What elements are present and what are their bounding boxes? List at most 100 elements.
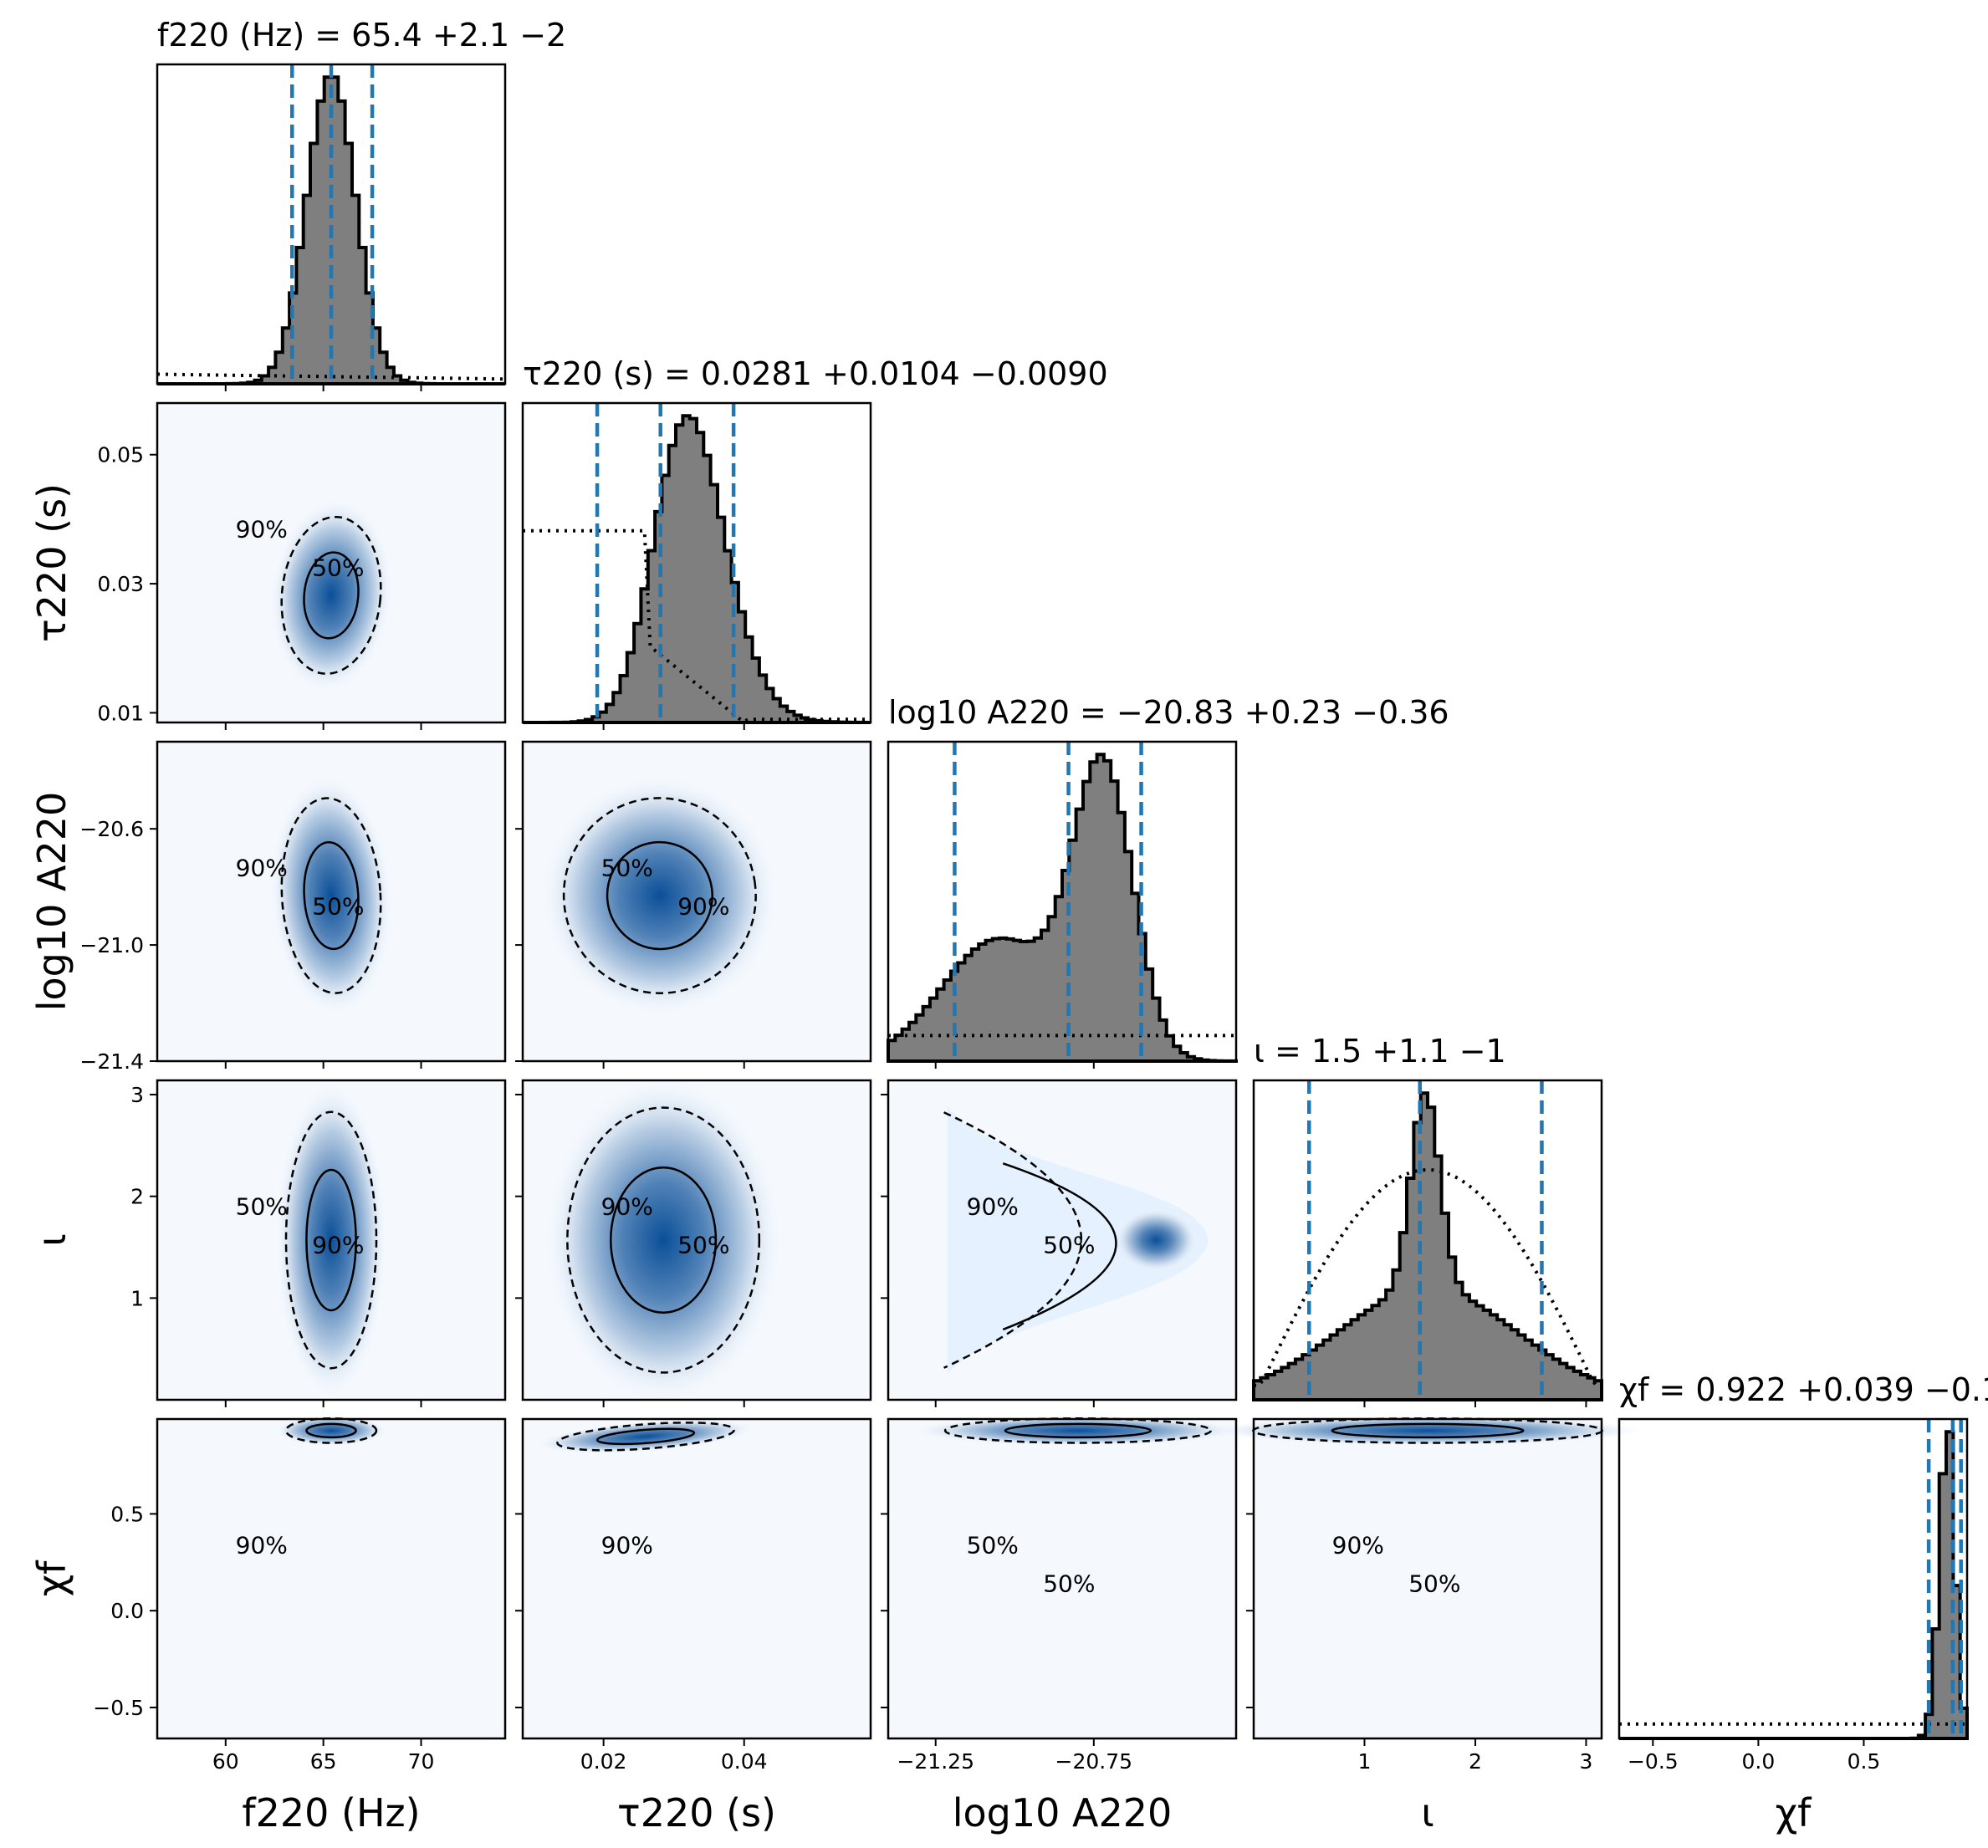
contour-label: 50%	[312, 892, 364, 920]
contour-label: 50%	[236, 1192, 288, 1220]
x-tick-label: −20.75	[1055, 1749, 1133, 1774]
panel-frame-4-4	[1617, 1417, 1969, 1740]
panel-frame-3-0	[156, 1079, 507, 1401]
contour-90	[280, 515, 382, 675]
density-panel-3-1	[523, 1075, 871, 1405]
contour-90	[284, 1110, 378, 1370]
density-panel-3-0	[157, 1080, 505, 1400]
density-background	[157, 1419, 505, 1738]
histogram-tau_220	[523, 403, 871, 724]
contour-label: 50%	[677, 1231, 729, 1258]
contour-label: 90%	[1332, 1531, 1384, 1559]
y-tick-label: 1	[130, 1286, 144, 1310]
panel-frame-2-2	[887, 740, 1238, 1063]
contour-90	[566, 1106, 761, 1374]
x-tick-label: 2	[1469, 1749, 1482, 1774]
y-tick-label: −21.4	[79, 1049, 144, 1074]
histogram-iota	[1252, 1080, 1603, 1401]
density-panel-2-1	[523, 742, 871, 1061]
panel-title: χf = 0.922 +0.039 −0.114	[1619, 1371, 1988, 1408]
prior-curve	[1254, 1167, 1602, 1387]
x-tick-label: −0.5	[1628, 1749, 1679, 1774]
contour-label: 90%	[601, 1192, 653, 1220]
histogram-bars	[1619, 1430, 1969, 1740]
contour-label: 50%	[1408, 1570, 1460, 1597]
density-blob	[275, 1415, 387, 1446]
contour-label: 90%	[312, 1231, 364, 1258]
contour-90	[556, 1422, 735, 1452]
y-tick-label: −20.6	[79, 817, 144, 841]
x-tick-label: 1	[1358, 1749, 1372, 1774]
contour-50	[305, 1422, 357, 1439]
histogram-chi_f	[1619, 1419, 1969, 1740]
x-tick-label: 65	[310, 1749, 337, 1774]
x-axis-label: log10 A220	[953, 1790, 1173, 1835]
histogram-bars	[887, 753, 1238, 1063]
y-tick-label: 2	[130, 1185, 144, 1209]
panel-frame-2-0	[156, 740, 507, 1063]
contour-label: 90%	[967, 1192, 1019, 1220]
y-tick-label: 3	[130, 1083, 144, 1107]
density-layer	[157, 403, 1644, 1738]
density-background	[1254, 1419, 1602, 1738]
density-blob	[275, 1081, 387, 1399]
x-tick-label: −21.25	[897, 1749, 974, 1774]
density-blob	[913, 1415, 1243, 1446]
panel-frame-1-1	[521, 401, 872, 724]
histogram-f_220	[156, 64, 506, 385]
contour-50	[1002, 1162, 1117, 1331]
contour-label: 90%	[677, 892, 729, 920]
marks-layer	[156, 64, 1969, 1740]
panel-frame-1-0	[156, 401, 507, 724]
contour-50	[595, 1427, 696, 1446]
y-tick-label: −0.5	[93, 1696, 144, 1720]
y-tick-label: 0.0	[110, 1599, 144, 1623]
x-tick-label: 3	[1579, 1749, 1592, 1774]
x-axis-label: ι	[1421, 1790, 1434, 1835]
x-axis-label: f220 (Hz)	[242, 1790, 420, 1835]
density-panel-1-0	[157, 403, 505, 722]
y-axis-label: log10 A220	[29, 792, 74, 1012]
density-blob	[544, 1075, 783, 1405]
y-tick-label: 0.03	[97, 572, 144, 596]
density-background	[888, 1419, 1236, 1738]
contour-90	[284, 1417, 378, 1444]
histogram-log10_A_220	[887, 742, 1238, 1063]
contour-label: 90%	[236, 1531, 288, 1559]
panel-title: ι = 1.5 +1.1 −1	[1254, 1033, 1506, 1069]
y-tick-label: −21.0	[79, 933, 144, 957]
contour-90	[943, 1111, 1082, 1369]
frames-layer	[150, 63, 1969, 1746]
panel-frame-2-1	[521, 740, 872, 1063]
panel-title: f220 (Hz) = 65.4 +2.1 −2	[157, 17, 566, 54]
contour-label: 90%	[601, 1531, 653, 1559]
density-blob	[947, 1105, 1209, 1375]
contour-90	[562, 797, 757, 994]
contour-50	[303, 551, 360, 640]
x-tick-label: 0.5	[1847, 1749, 1881, 1774]
prior-curve	[523, 528, 871, 724]
x-tick-label: 0.04	[721, 1749, 768, 1774]
panel-frame-3-2	[887, 1079, 1238, 1401]
contour-50	[610, 1166, 718, 1314]
contour-label: 50%	[601, 854, 653, 881]
panel-frame-4-3	[1252, 1417, 1603, 1740]
panel-frame-4-2	[887, 1417, 1238, 1740]
density-blob	[1211, 1415, 1644, 1446]
contour-label: 50%	[312, 554, 364, 581]
panel-frame-4-0	[156, 1417, 507, 1740]
panel-frame-3-1	[521, 1079, 872, 1401]
contour-label: 50%	[1043, 1570, 1095, 1597]
contour-label: 90%	[236, 854, 288, 881]
contour-50	[1004, 1422, 1152, 1439]
contour-50	[606, 840, 713, 951]
x-tick-label: 0.02	[580, 1749, 627, 1774]
y-tick-label: 0.01	[97, 701, 144, 725]
y-tick-label: 0.5	[110, 1502, 144, 1526]
contour-50	[1331, 1422, 1525, 1439]
contour-50	[303, 840, 360, 951]
density-panel-4-2	[888, 1415, 1243, 1738]
density-panel-4-0	[157, 1415, 505, 1738]
density-blob	[536, 1419, 755, 1454]
